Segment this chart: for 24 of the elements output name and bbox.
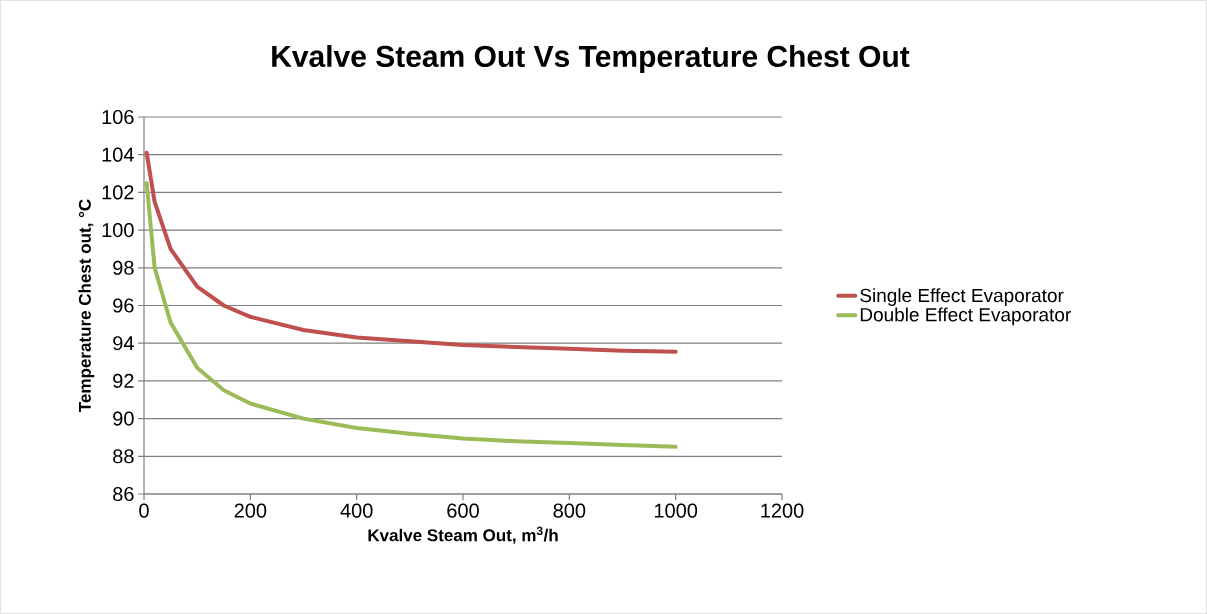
x-tick-label: 400 — [340, 503, 373, 518]
x-tick-label: 1200 — [761, 503, 804, 518]
x-tick-label: 200 — [234, 503, 267, 518]
y-tick-label: 88 — [113, 449, 134, 464]
y-tick-label: 98 — [113, 260, 134, 275]
y-tick-label: 90 — [113, 411, 134, 426]
x-axis-title: Kvalve Steam Out, m$^{3}$/h — [368, 526, 558, 544]
y-tick-label: 86 — [113, 486, 134, 502]
x-tick-label: 800 — [553, 503, 586, 518]
y-axis-title: Temperature Chest out, °C — [78, 199, 95, 412]
legend-label: Single Effect Evaporator — [860, 288, 1064, 306]
y-tick-label: 102 — [102, 185, 134, 200]
y-tick-label: 94 — [113, 336, 134, 351]
y-tick-label: 104 — [102, 147, 134, 162]
x-tick-label: 600 — [447, 503, 479, 518]
x-tick-label: 0 — [139, 503, 149, 518]
y-tick-label: 100 — [102, 223, 134, 238]
line-series — [144, 180, 678, 449]
y-tick-label: 106 — [102, 109, 134, 125]
legend-label: Double Effect Evaporator — [860, 307, 1071, 326]
y-tick-label: 96 — [113, 298, 134, 313]
y-tick-label: 92 — [113, 373, 134, 388]
x-tick-label: 1000 — [654, 503, 698, 518]
chart-title: Kvalve Steam Out Vs Temperature Chest Out — [272, 45, 910, 73]
